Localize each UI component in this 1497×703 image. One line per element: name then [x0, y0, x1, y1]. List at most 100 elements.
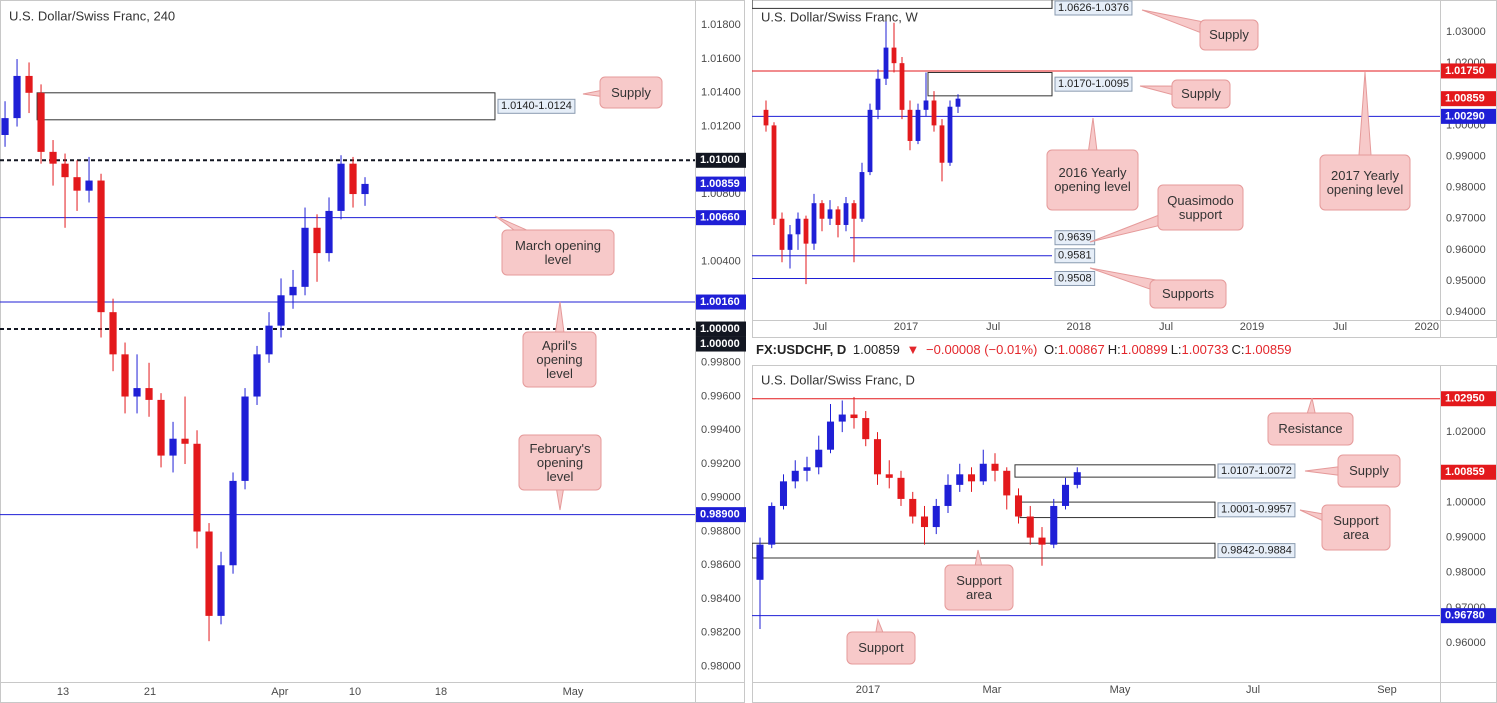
x-tick-label: Jul: [986, 321, 1000, 333]
x-tick-label: 2018: [1067, 321, 1091, 333]
y-tick-label: 0.98400: [701, 593, 741, 605]
candle-body: [85, 180, 93, 191]
candle-body: [811, 203, 817, 244]
candle-body: [1073, 472, 1081, 485]
callout-box: [1046, 149, 1139, 211]
candle-body: [1038, 537, 1046, 545]
candle-body: [61, 163, 69, 178]
ohlc-value: 1.00859: [1244, 342, 1292, 357]
y-tick-label: 0.98800: [701, 525, 741, 537]
callout-box: [846, 631, 916, 665]
candle-body: [779, 481, 788, 506]
candle-body: [241, 396, 249, 481]
y-tick-label: 1.01200: [701, 120, 741, 132]
candle-body: [157, 399, 165, 456]
y-tick-label: 0.94000: [1446, 306, 1486, 318]
y-tick-label: 0.98200: [701, 627, 741, 639]
candle-body: [826, 421, 835, 450]
zone: [927, 71, 1053, 97]
callout-text: Support: [858, 640, 904, 655]
y-tick-label: 0.99000: [1446, 150, 1486, 162]
callout-text: Supply: [1349, 463, 1389, 478]
y-tick-label: 0.98000: [1446, 182, 1486, 194]
y-tick-label: 1.02000: [1446, 426, 1486, 438]
support-label: 0.9639: [1058, 232, 1092, 244]
candle-body: [955, 98, 961, 107]
callout-text: 2017 Yearly opening level: [1326, 167, 1404, 197]
candle-body: [289, 286, 297, 296]
zone-label: 1.0001-0.9957: [1221, 504, 1292, 516]
x-tick-label: 13: [57, 686, 69, 698]
price-label-box: [1441, 464, 1496, 480]
candle-body: [121, 354, 129, 397]
ohlc-value: 1.00867: [1057, 342, 1105, 357]
x-tick-label: Sep: [1377, 684, 1397, 696]
y-tick-label: 1.00400: [701, 255, 741, 267]
price-label: 1.02950: [1445, 393, 1485, 405]
support-label: 0.9581: [1058, 250, 1092, 262]
chart-title: U.S. Dollar/Swiss Franc, 240: [9, 8, 175, 23]
candle-body: [193, 443, 201, 532]
chart-title: U.S. Dollar/Swiss Franc, W: [761, 9, 918, 24]
y-tick-label: 1.01800: [701, 19, 741, 31]
candle-body: [843, 203, 849, 225]
price-label: 0.98900: [700, 509, 740, 521]
panel-frame: [0, 0, 745, 703]
candle-body: [915, 109, 921, 141]
candle-body: [931, 100, 937, 126]
x-tick-label: 21: [144, 686, 156, 698]
candle-body: [862, 418, 870, 440]
change: −0.00008 (−0.01%): [926, 342, 1038, 357]
candle-body: [768, 505, 776, 545]
candle-body: [756, 544, 764, 580]
y-tick-label: 0.95000: [1446, 275, 1486, 287]
candle-body: [923, 100, 929, 110]
callout-box: [518, 434, 602, 491]
callout-box: [501, 229, 615, 276]
price-label: 1.01000: [700, 154, 740, 166]
candle-body: [277, 295, 285, 326]
x-tick-label: 2019: [1240, 321, 1264, 333]
candle-body: [815, 449, 823, 468]
y-tick-label: 0.99000: [1446, 532, 1486, 544]
change-arrow: ▼: [906, 342, 920, 357]
candle-body: [133, 388, 141, 397]
candle-body: [967, 474, 976, 482]
zone-label: 0.9842-0.9884: [1221, 545, 1292, 557]
price-label: 0.96780: [1445, 610, 1485, 622]
callout-text: Support area: [1333, 512, 1379, 542]
candle-body: [885, 474, 893, 478]
candle-body: [25, 75, 33, 93]
candle-body: [944, 484, 952, 506]
ohlc-label: H:: [1107, 342, 1121, 357]
candle-body: [819, 203, 825, 219]
support-label-box: [1054, 270, 1096, 286]
y-tick-label: 1.00000: [1446, 496, 1486, 508]
candle-body: [867, 109, 873, 173]
candle-body: [795, 218, 801, 235]
callout-box: [1149, 279, 1227, 309]
price-label-box: [1441, 63, 1496, 79]
zone-label-box: [1217, 543, 1296, 559]
x-tick-label: Jul: [1333, 321, 1347, 333]
callout-box: [1321, 504, 1391, 551]
y-tick-label: 1.03000: [1446, 26, 1486, 38]
price-label: 1.00160: [700, 296, 740, 308]
price-label: 1.00859: [1445, 466, 1485, 478]
callout-box: [1157, 184, 1244, 231]
x-tick-label: 2020: [1415, 321, 1439, 333]
candle-body: [827, 209, 833, 219]
price-label-box: [696, 176, 746, 192]
callout-box: [1319, 154, 1411, 211]
price-label-box: [1441, 108, 1496, 124]
candle-body: [181, 438, 189, 444]
callout-text: 2016 Yearly opening level: [1054, 165, 1131, 194]
candle-body: [301, 227, 309, 287]
candle-body: [109, 312, 117, 355]
zone-label-box: [1054, 76, 1133, 92]
candle-body: [763, 109, 769, 126]
price-label: 1.00290: [1445, 110, 1485, 122]
price-label: 1.01750: [1445, 65, 1485, 77]
price-label-box: [1441, 608, 1496, 624]
candle-body: [13, 75, 21, 119]
